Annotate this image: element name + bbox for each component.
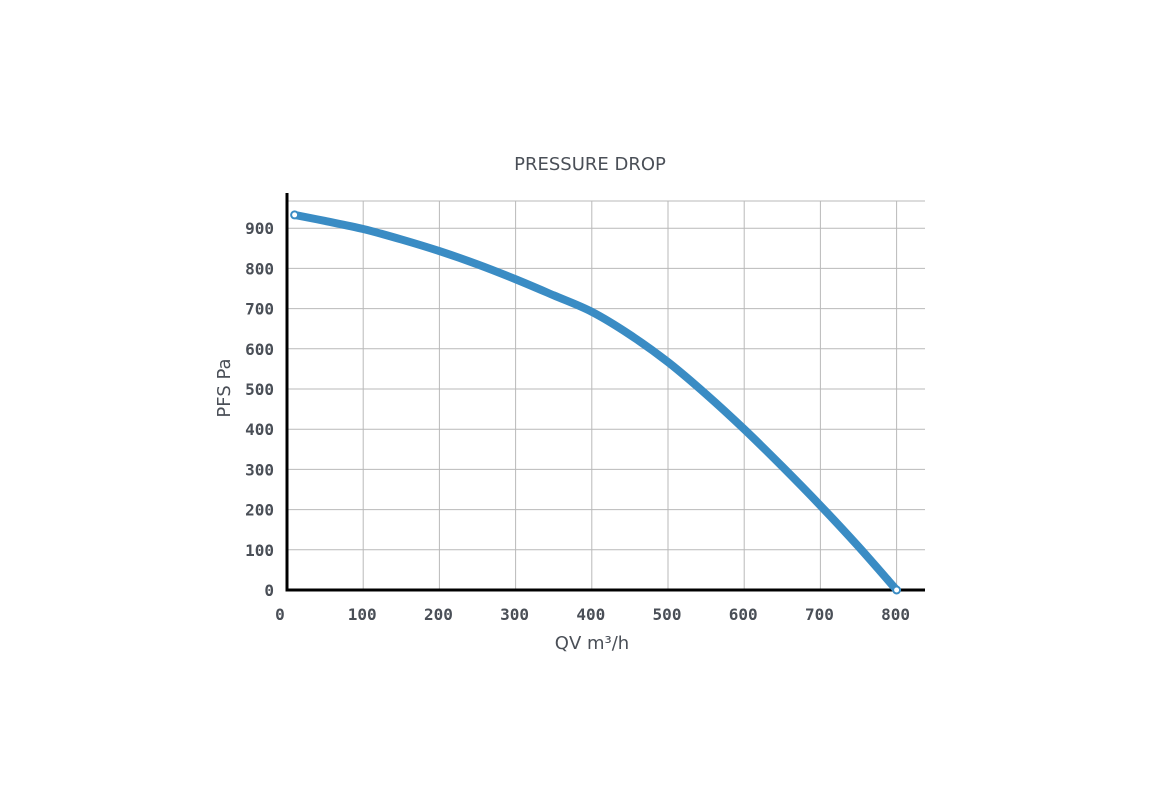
x-tick-label: 600	[729, 605, 758, 624]
curve-start-marker	[290, 210, 300, 220]
y-tick-label: 200	[245, 501, 274, 520]
y-axis-title: PFS Pa	[214, 358, 235, 417]
x-tick-label: 700	[805, 605, 834, 624]
x-tick-label: 400	[576, 605, 605, 624]
y-tick-label: 700	[245, 300, 274, 319]
curve-end-marker	[892, 585, 902, 595]
x-tick-label: 100	[348, 605, 377, 624]
y-tick-label: 0	[264, 581, 274, 600]
x-axis-title: QV m³/h	[555, 633, 629, 654]
y-tick-label: 500	[245, 380, 274, 399]
y-tick-label: 600	[245, 340, 274, 359]
y-tick-label: 900	[245, 219, 274, 238]
x-tick-label: 300	[500, 605, 529, 624]
y-tick-label: 100	[245, 541, 274, 560]
x-tick-label: 500	[653, 605, 682, 624]
x-tick-label: 200	[424, 605, 453, 624]
grid-lines	[287, 200, 925, 590]
chart-title: PRESSURE DROP	[514, 154, 666, 175]
axes	[285, 193, 925, 592]
y-tick-label: 300	[245, 460, 274, 479]
x-tick-label: 800	[881, 605, 910, 624]
y-tick-labels: 0 100 200 300 400 500 600 700 800 900	[245, 219, 274, 600]
pressure-curve-line	[290, 210, 901, 594]
y-tick-label: 800	[245, 259, 274, 278]
x-tick-label: 0	[275, 605, 285, 624]
x-tick-labels: 0 100 200 300 400 500 600 700 800	[275, 605, 910, 624]
y-tick-label: 400	[245, 420, 274, 439]
data-series	[290, 210, 902, 595]
